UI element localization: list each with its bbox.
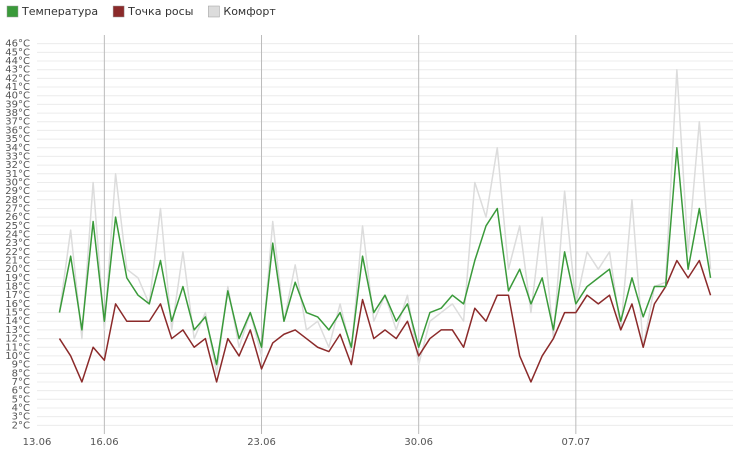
x-tick-label: 23.06 (247, 437, 276, 448)
x-tick-label: 07.07 (562, 437, 591, 448)
legend: Температура Точка росы Комфорт (6, 5, 276, 18)
y-tick-label: 23°C (5, 238, 30, 249)
y-tick-label: 3°C (12, 412, 30, 423)
y-tick-label: 35°C (5, 134, 30, 145)
y-tick-label: 31°C (5, 169, 30, 180)
y-tick-label: 19°C (5, 273, 30, 284)
x-tick-label: 16.06 (90, 437, 119, 448)
y-tick-label: 34°C (5, 143, 30, 154)
x-tick-label: 30.06 (404, 437, 433, 448)
y-tick-label: 36°C (5, 125, 30, 136)
y-tick-label: 18°C (5, 282, 30, 293)
y-tick-label: 42°C (5, 73, 30, 84)
y-tick-label: 27°C (5, 203, 30, 214)
y-tick-label: 32°C (5, 160, 30, 171)
y-tick-label: 17°C (5, 290, 30, 301)
y-tick-label: 38°C (5, 108, 30, 119)
y-tick-label: 16°C (5, 299, 30, 310)
y-tick-label: 28°C (5, 195, 30, 206)
series-line (58, 259, 712, 383)
y-tick-label: 24°C (5, 230, 30, 241)
y-tick-label: 12°C (5, 334, 30, 345)
legend-swatch (112, 5, 125, 18)
y-tick-label: 29°C (5, 186, 30, 197)
y-tick-label: 8°C (12, 368, 30, 379)
y-tick-label: 22°C (5, 247, 30, 258)
y-tick-label: 43°C (5, 65, 30, 76)
legend-swatch (6, 5, 19, 18)
y-tick-label: 13°C (5, 325, 30, 336)
y-tick-label: 37°C (5, 117, 30, 128)
y-tick-label: 14°C (5, 316, 30, 327)
series-line (58, 68, 712, 375)
y-tick-label: 40°C (5, 91, 30, 102)
y-tick-label: 44°C (5, 56, 30, 67)
y-tick-label: 15°C (5, 308, 30, 319)
y-tick-label: 26°C (5, 212, 30, 223)
y-tick-label: 11°C (5, 342, 30, 353)
y-tick-label: 46°C (5, 39, 30, 50)
y-tick-label: 2°C (12, 420, 30, 431)
series-line (58, 147, 712, 366)
y-tick-label: 45°C (5, 47, 30, 58)
y-tick-label: 21°C (5, 256, 30, 267)
y-tick-label: 30°C (5, 177, 30, 188)
y-tick-label: 20°C (5, 264, 30, 275)
y-tick-label: 6°C (12, 386, 30, 397)
y-tick-label: 9°C (12, 360, 30, 371)
y-tick-label: 10°C (5, 351, 30, 362)
legend-label: Точка росы (127, 5, 193, 18)
x-tick-label: 13.06 (23, 437, 52, 448)
y-tick-label: 7°C (12, 377, 30, 388)
legend-label: Комфорт (223, 5, 276, 18)
y-tick-label: 39°C (5, 99, 30, 110)
y-tick-label: 5°C (12, 394, 30, 405)
y-tick-label: 41°C (5, 82, 30, 93)
legend-label: Температура (21, 5, 98, 18)
y-tick-label: 33°C (5, 151, 30, 162)
y-tick-label: 4°C (12, 403, 30, 414)
y-tick-label: 25°C (5, 221, 30, 232)
legend-swatch (208, 5, 220, 18)
